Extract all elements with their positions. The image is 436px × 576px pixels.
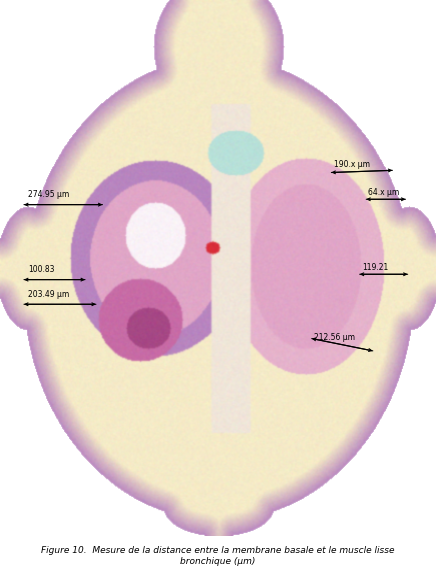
Text: 64.x μm: 64.x μm [368, 188, 400, 196]
Text: 274.95 μm: 274.95 μm [28, 190, 70, 199]
Text: 100.83: 100.83 [28, 266, 55, 274]
Text: 119.21: 119.21 [362, 263, 388, 272]
Text: 190.x μm: 190.x μm [334, 160, 370, 169]
Text: Figure 10.  Mesure de la distance entre la membrane basale et le muscle lisse
br: Figure 10. Mesure de la distance entre l… [41, 546, 395, 566]
Text: 203.49 μm: 203.49 μm [28, 290, 70, 299]
Text: 212.56 μm: 212.56 μm [314, 333, 355, 342]
